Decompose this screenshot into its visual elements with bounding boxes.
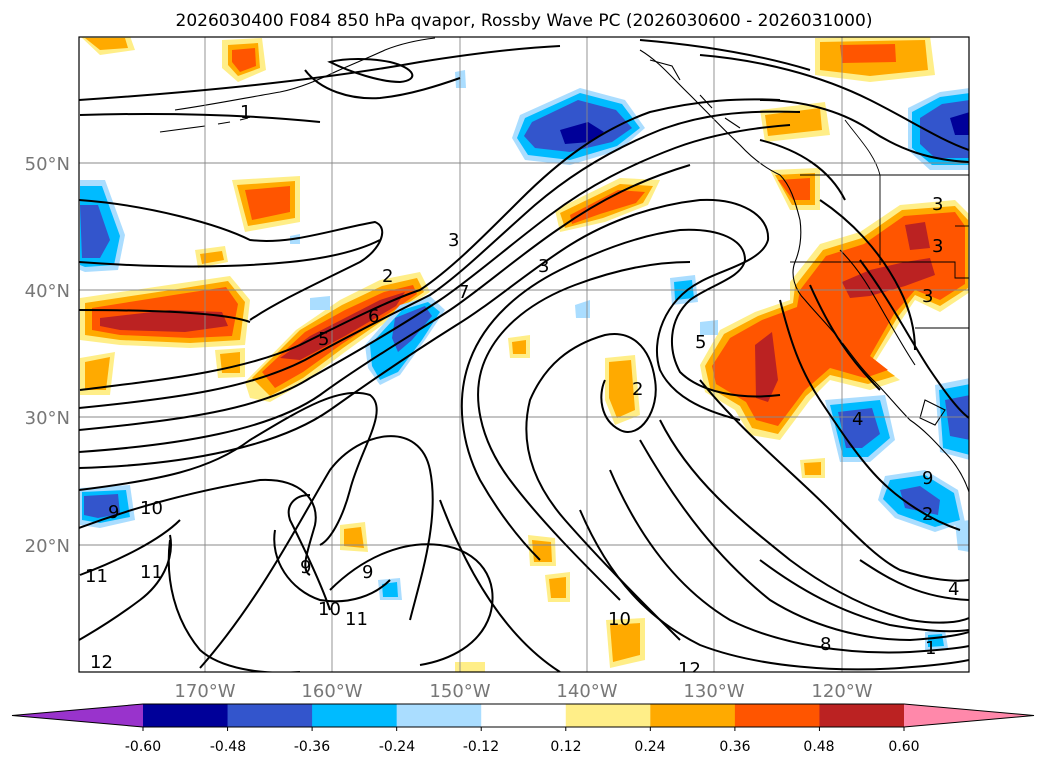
contour-label: 5 xyxy=(695,332,706,353)
contour-label: 10 xyxy=(140,498,163,519)
colorbar-tick-label: 0.60 xyxy=(888,739,919,755)
shaded-anomalies xyxy=(80,37,969,672)
contour-label: 9 xyxy=(362,562,373,583)
contour-label: 9 xyxy=(300,557,311,578)
contour-label: 8 xyxy=(820,634,831,655)
colorbar-tick-label: -0.48 xyxy=(210,739,246,755)
colorbar-segment xyxy=(819,704,905,727)
contour-label: 11 xyxy=(345,609,368,630)
contour-label: 9 xyxy=(108,502,119,523)
colorbar-tick-label: 0.24 xyxy=(634,739,665,755)
colorbar-segment xyxy=(650,704,736,727)
lat-label-30n: 30°N xyxy=(25,408,70,429)
colorbar-tick-label: -0.24 xyxy=(379,739,415,755)
lon-label-140w: 140°W xyxy=(556,681,617,702)
contour-label: 4 xyxy=(948,579,959,600)
contour-label: 3 xyxy=(932,194,943,215)
map-frame xyxy=(78,36,970,673)
contour-label: 10 xyxy=(318,599,341,620)
colorbar-segment xyxy=(396,704,482,727)
colorbar-tick-labels: -0.60 -0.48 -0.36 -0.24 -0.12 0.12 0.24 … xyxy=(125,739,920,755)
contour-label: 11 xyxy=(140,562,163,583)
contour-label: 11 xyxy=(85,566,108,587)
colorbar-segments xyxy=(12,704,1034,727)
contour-label: 12 xyxy=(90,652,113,673)
contour-label: 3 xyxy=(538,256,549,277)
contour-label: 9 xyxy=(922,468,933,489)
colorbar-segment xyxy=(565,704,651,727)
colorbar-segment xyxy=(12,704,143,727)
colorbar-tick-label: -0.36 xyxy=(294,739,330,755)
lat-label-40n: 40°N xyxy=(25,281,70,302)
contour-lines xyxy=(79,39,969,672)
contour-label: 2 xyxy=(922,504,933,525)
lon-label-120w: 120°W xyxy=(811,681,872,702)
contour-label: 3 xyxy=(932,236,943,257)
colorbar-tick-label: -0.12 xyxy=(463,739,499,755)
colorbar-segment xyxy=(904,704,1034,727)
colorbar-segment xyxy=(734,704,820,727)
contour-label: 10 xyxy=(608,609,631,630)
colorbar-segment xyxy=(143,704,229,727)
figure-title: 2026030400 F084 850 hPa qvapor, Rossby W… xyxy=(176,11,873,31)
contour-label: 12 xyxy=(678,659,701,680)
contour-label: 5 xyxy=(318,329,329,350)
contour-label: 4 xyxy=(852,409,863,430)
colorbar-tick-label: 0.36 xyxy=(719,739,750,755)
lat-label-20n: 20°N xyxy=(25,536,70,557)
colorbar-segment xyxy=(227,704,313,727)
contour-label: 3 xyxy=(448,230,459,251)
colorbar-ticks xyxy=(142,727,905,731)
latitude-labels: 50°N 40°N 30°N 20°N xyxy=(25,154,70,557)
colorbar: -0.60 -0.48 -0.36 -0.24 -0.12 0.12 0.24 … xyxy=(11,703,1035,755)
colorbar-segment xyxy=(481,704,567,727)
contour-label: 2 xyxy=(632,379,643,400)
lon-label-130w: 130°W xyxy=(683,681,744,702)
lat-label-50n: 50°N xyxy=(25,154,70,175)
contour-label: 2 xyxy=(382,266,393,287)
colorbar-segment xyxy=(312,704,398,727)
lon-label-170w: 170°W xyxy=(174,681,235,702)
lon-label-160w: 160°W xyxy=(301,681,362,702)
map-panel: 1 2 3 3 7 6 5 2 5 3 3 3 4 9 10 11 11 9 9… xyxy=(25,36,970,702)
contour-label: 1 xyxy=(925,638,936,659)
colorbar-tick-label: 0.48 xyxy=(803,739,834,755)
colorbar-tick-label: -0.60 xyxy=(125,739,161,755)
contour-label: 3 xyxy=(922,286,933,307)
contour-label: 6 xyxy=(368,306,379,327)
longitude-labels: 170°W 160°W 150°W 140°W 130°W 120°W xyxy=(174,681,872,702)
contour-label: 1 xyxy=(240,102,251,123)
lon-label-150w: 150°W xyxy=(429,681,490,702)
contour-labels: 1 2 3 3 7 6 5 2 5 3 3 3 4 9 10 11 11 9 9… xyxy=(85,102,959,680)
contour-label: 7 xyxy=(458,282,469,303)
colorbar-tick-label: 0.12 xyxy=(550,739,581,755)
